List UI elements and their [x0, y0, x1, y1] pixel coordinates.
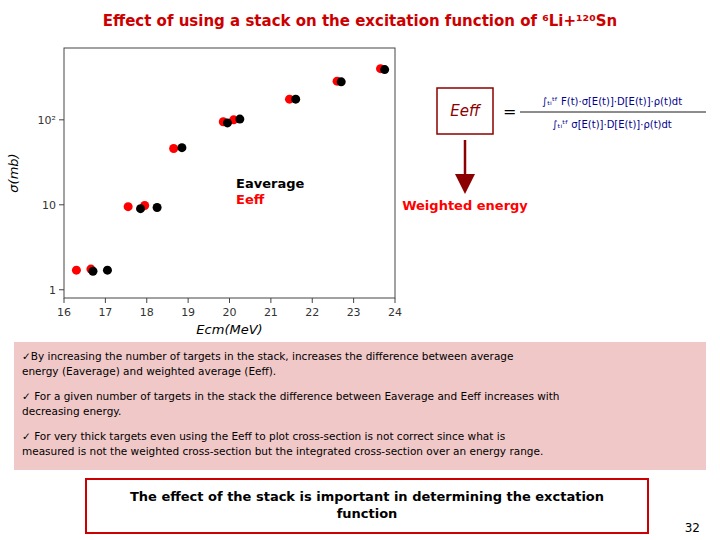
- x-tick: [146, 298, 147, 303]
- plot-frame: [64, 48, 395, 298]
- x-axis-label: Ecm(MeV): [196, 322, 262, 337]
- x-tick-label: 18: [140, 306, 154, 319]
- x-tick-label: 19: [181, 306, 195, 319]
- x-tick-label: 20: [223, 306, 237, 319]
- annotation: Weighted energy: [402, 198, 528, 213]
- arrow: [464, 140, 467, 184]
- y-axis-label: σ(mb): [6, 153, 21, 192]
- point: [337, 77, 346, 86]
- bullet-text: ✓By increasing the number of targets in …: [22, 350, 513, 377]
- x-tick-label: 24: [388, 306, 402, 319]
- legend-entry: Eaverage: [236, 176, 304, 191]
- y-tick-label: 1: [49, 284, 56, 297]
- point: [223, 118, 232, 127]
- fraction-line: [520, 112, 706, 113]
- point: [72, 266, 81, 275]
- point: [103, 266, 112, 275]
- points: [72, 64, 389, 276]
- page-number: 32: [685, 521, 700, 535]
- x-tick: [105, 298, 106, 303]
- annotation: Eeff: [450, 102, 482, 120]
- bottom-text: The effect of the stack is important in …: [130, 489, 604, 521]
- x-tick: [395, 298, 396, 303]
- formula-box: [437, 88, 493, 134]
- point: [235, 115, 244, 124]
- x-tick-label: 22: [305, 306, 319, 319]
- bullet-box: [14, 342, 706, 470]
- point: [380, 65, 389, 74]
- x-tick: [64, 298, 65, 303]
- title: Effect of using a stack on the excitatio…: [103, 12, 617, 30]
- annotation: =: [503, 102, 516, 121]
- point: [177, 143, 186, 152]
- y-tick: [59, 119, 64, 120]
- x-tick: [270, 298, 271, 303]
- y-tick: [59, 289, 64, 290]
- y-tick-label: 10²: [38, 114, 56, 127]
- y-tick-label: 10: [42, 199, 56, 212]
- bullet-text: ✓ For very thick targets even using the …: [22, 430, 543, 457]
- annotation: ∫ₜᵢᵗᶠ σ[E(t)]·D[E(t)]·ρ(t)dt: [552, 119, 672, 130]
- point: [291, 95, 300, 104]
- background: [0, 0, 720, 540]
- x-tick-label: 21: [264, 306, 278, 319]
- x-tick-label: 23: [347, 306, 361, 319]
- point: [153, 203, 162, 212]
- bottom-box: [86, 479, 648, 533]
- bullet-text: ✓ For a given number of targets in the s…: [22, 390, 560, 417]
- x-tick: [312, 298, 313, 303]
- point: [124, 202, 133, 211]
- x-tick-label: 17: [98, 306, 112, 319]
- x-tick: [353, 298, 354, 303]
- legend-entry: Eeff: [236, 192, 265, 207]
- x-tick-label: 16: [57, 306, 71, 319]
- point: [88, 267, 97, 276]
- annotation: ∫ₜᵢᵗᶠ F(t)·σ[E(t)]·D[E(t)]·ρ(t)dt: [542, 96, 682, 107]
- point: [136, 204, 145, 213]
- x-tick: [188, 298, 189, 303]
- x-tick: [229, 298, 230, 303]
- slide: Effect of using a stack on the excitatio…: [0, 0, 720, 540]
- y-tick: [59, 204, 64, 205]
- point: [169, 144, 178, 153]
